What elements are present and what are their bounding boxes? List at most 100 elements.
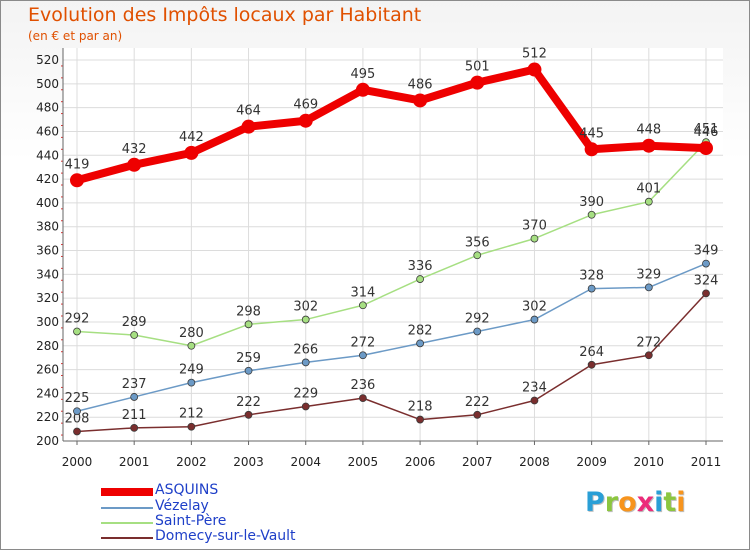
data-point (702, 259, 710, 268)
logo-letter: t (663, 487, 677, 518)
data-label: 259 (236, 351, 261, 366)
data-label: 208 (65, 411, 90, 426)
data-label: 401 (636, 182, 661, 197)
data-label: 329 (636, 267, 661, 282)
x-tick-label: 2003 (233, 455, 264, 469)
y-tick-label: 420 (36, 172, 59, 186)
data-label: 469 (293, 98, 318, 113)
chart-title: Evolution des Impôts locaux par Habitant (28, 4, 422, 26)
series-line-2 (76, 141, 707, 347)
data-point (530, 396, 539, 405)
data-point (530, 315, 539, 324)
x-tick-label: 2008 (519, 455, 550, 469)
y-tick-label: 320 (36, 291, 59, 305)
y-tick-label: 520 (36, 53, 59, 67)
legend-label: Saint-Père (155, 513, 227, 529)
data-label: 356 (465, 235, 490, 250)
y-tick-label: 340 (36, 267, 59, 281)
y-tick-label: 280 (36, 339, 59, 353)
proxiti-logo: Proxiti (585, 487, 686, 518)
data-point (699, 141, 713, 156)
x-tick-label: 2011 (691, 455, 722, 469)
plot-area (63, 48, 723, 441)
x-tick-label: 2005 (348, 455, 379, 469)
legend-label: Vézelay (155, 498, 209, 514)
data-label: 512 (522, 47, 547, 62)
data-label: 419 (65, 157, 90, 172)
data-label: 302 (293, 300, 318, 315)
logo-letter: o (618, 487, 637, 518)
data-point (359, 301, 367, 310)
y-tick-label: 260 (36, 363, 59, 377)
data-point (416, 275, 424, 283)
data-label: 302 (522, 300, 547, 315)
data-label: 266 (293, 342, 318, 357)
data-point (241, 119, 256, 134)
data-label: 211 (122, 408, 147, 423)
data-point (73, 327, 81, 336)
legend-label: ASQUINS (155, 482, 219, 498)
y-tick-label: 480 (36, 101, 59, 115)
y-tick-label: 200 (36, 434, 59, 448)
data-point (187, 378, 196, 387)
data-label: 336 (408, 259, 433, 274)
data-point (130, 331, 139, 339)
logo-letter: i (654, 487, 664, 518)
y-tick-label: 380 (36, 220, 59, 234)
data-label: 225 (65, 391, 90, 406)
x-tick-label: 2004 (290, 455, 321, 469)
x-tick-label: 2001 (119, 455, 150, 469)
x-tick-label: 2006 (405, 455, 436, 469)
data-point (587, 360, 596, 369)
data-label: 442 (179, 130, 204, 145)
legend-swatch (101, 507, 153, 509)
data-point (355, 82, 370, 97)
data-label: 314 (350, 285, 375, 300)
data-label: 272 (350, 335, 375, 350)
data-label: 212 (179, 407, 204, 422)
data-point (584, 142, 599, 157)
data-label: 280 (179, 326, 204, 341)
data-point (641, 138, 656, 153)
y-tick-label: 400 (36, 196, 59, 210)
x-tick-label: 2000 (62, 455, 93, 469)
data-point (587, 210, 596, 219)
data-label: 222 (236, 395, 261, 410)
series-line-3 (76, 292, 707, 433)
data-label: 495 (350, 67, 375, 82)
data-point (473, 410, 482, 419)
data-point (416, 339, 424, 348)
data-label: 298 (236, 304, 261, 319)
data-point (244, 410, 253, 419)
data-point (187, 341, 196, 350)
data-point (127, 157, 142, 172)
data-label: 222 (465, 395, 490, 410)
data-label: 292 (65, 311, 90, 326)
y-tick-label: 440 (36, 148, 59, 162)
y-tick-label: 460 (36, 124, 59, 138)
data-point (470, 75, 485, 90)
data-point (187, 422, 196, 431)
data-point (359, 351, 367, 360)
x-tick-label: 2009 (576, 455, 607, 469)
data-point (130, 393, 139, 401)
series-line-0 (73, 65, 710, 185)
y-tick-label: 360 (36, 244, 59, 258)
data-point (301, 315, 310, 324)
data-point (184, 145, 199, 160)
data-point (473, 327, 482, 336)
legend-swatch (101, 522, 153, 524)
data-label: 324 (694, 273, 719, 288)
data-label: 289 (122, 315, 147, 330)
data-point (73, 407, 81, 416)
data-label: 501 (465, 60, 490, 75)
data-point (130, 424, 139, 432)
data-label: 446 (694, 125, 719, 140)
data-point (244, 320, 253, 329)
y-tick-label: 500 (36, 77, 59, 91)
data-label: 272 (636, 335, 661, 350)
data-point (644, 283, 653, 292)
data-label: 448 (636, 123, 661, 138)
